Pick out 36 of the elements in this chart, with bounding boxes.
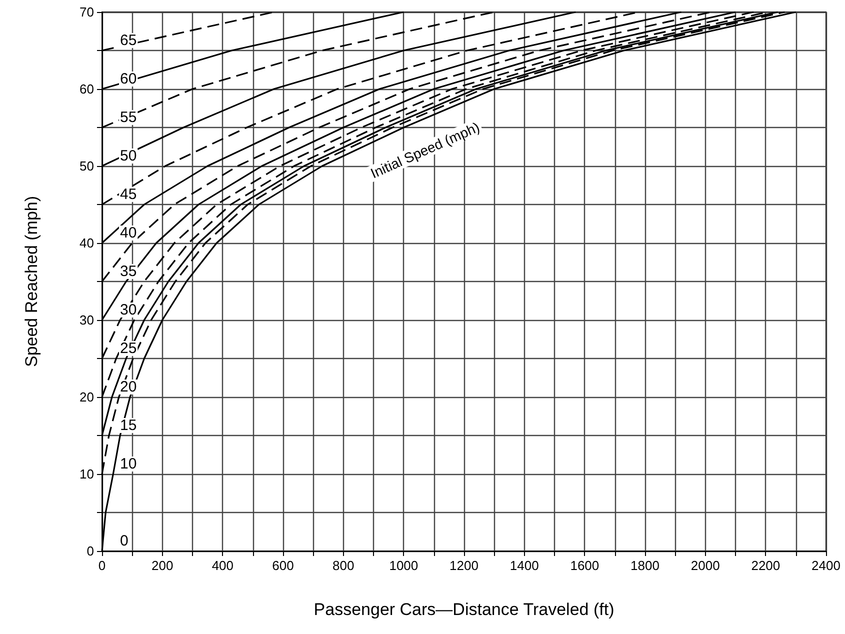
series-label: 30: [120, 302, 137, 318]
series-label: 55: [120, 109, 137, 126]
x-tick-label: 1000: [389, 558, 418, 573]
y-tick-label: 10: [80, 466, 94, 482]
x-tick-label: 200: [151, 558, 174, 573]
x-tick-label: 2200: [751, 558, 780, 573]
series-label: 60: [120, 70, 137, 88]
series-label: 20: [120, 378, 137, 396]
x-tick-label: 800: [332, 558, 354, 573]
y-tick-label: 40: [80, 236, 94, 250]
series-label: 0: [120, 532, 128, 550]
x-tick-label: 0: [98, 558, 106, 573]
y-tick-label: 70: [80, 4, 94, 20]
series-label: 35: [120, 263, 137, 280]
series-label: 65: [120, 32, 137, 49]
series-label: 40: [120, 224, 137, 242]
x-tick-label: 2400: [812, 558, 840, 573]
y-tick-label: 30: [80, 312, 94, 328]
x-tick-label: 2000: [690, 558, 720, 573]
x-tick-label: 1600: [570, 558, 600, 573]
x-tick-label: 400: [212, 558, 234, 573]
y-tick-label: 20: [80, 390, 94, 404]
x-tick-label: 1400: [510, 558, 539, 573]
series-label: 50: [120, 148, 137, 164]
y-tick-label: 0: [86, 544, 94, 558]
y-axis-title: Speed Reached (mph): [22, 196, 41, 368]
series-label: 10: [120, 456, 137, 472]
series-label: 15: [120, 417, 137, 434]
y-tick-label: 50: [80, 158, 94, 174]
series-label: 45: [120, 186, 137, 203]
x-tick-label: 600: [272, 558, 294, 573]
y-tick-label: 60: [80, 82, 94, 96]
series-label: 25: [120, 340, 137, 357]
x-tick-label: 1800: [630, 558, 660, 573]
x-tick-label: 1200: [450, 558, 478, 573]
x-axis-title: Passenger Cars—Distance Traveled (ft): [314, 600, 614, 619]
